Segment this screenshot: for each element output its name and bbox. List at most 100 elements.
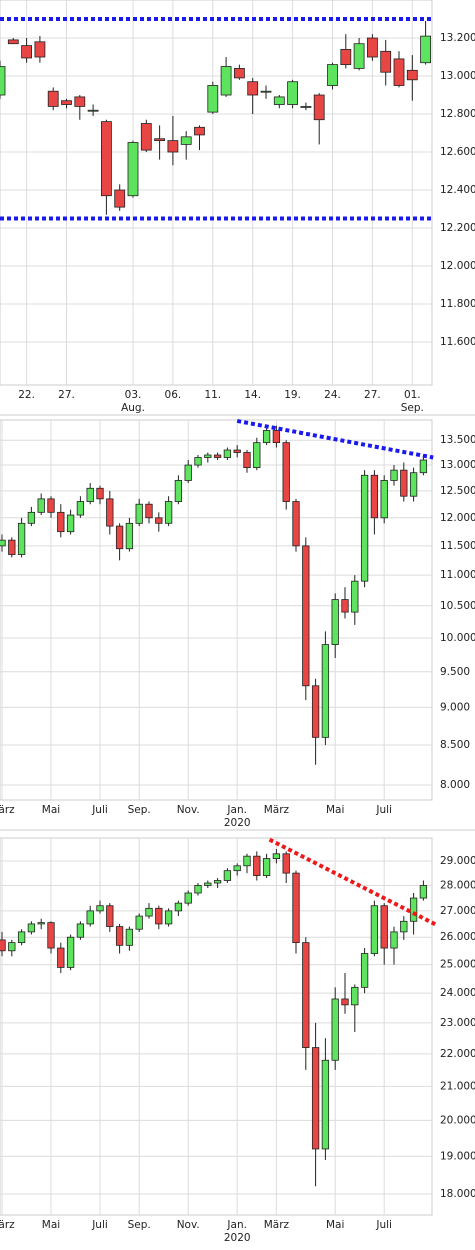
y-tick-label: 11.500 xyxy=(440,540,475,552)
candle-body xyxy=(247,81,259,96)
y-tick-label: 22.000 xyxy=(440,1048,475,1060)
candle-body xyxy=(233,449,241,453)
x-tick-label: 11. xyxy=(204,389,221,401)
candle-body xyxy=(351,580,359,613)
candle-body xyxy=(34,41,46,58)
candle-body xyxy=(76,501,85,516)
candle-body xyxy=(273,96,285,105)
candle-body xyxy=(125,522,134,550)
x-tick-label: Juli xyxy=(375,1219,392,1231)
y-tick-label: 10.500 xyxy=(440,600,475,612)
candle-body xyxy=(243,452,251,468)
candle-body xyxy=(74,96,86,107)
x-tick-label: 27. xyxy=(58,389,75,401)
candle-body xyxy=(331,998,339,1061)
candle-body xyxy=(135,915,143,930)
candle-body xyxy=(155,517,163,524)
candle-body xyxy=(184,892,192,904)
candle-body xyxy=(327,64,338,86)
candle-body xyxy=(204,454,212,458)
trend-line xyxy=(236,418,434,460)
x-tick-label: 03. xyxy=(125,389,142,401)
candle-body xyxy=(287,81,299,105)
candle-body xyxy=(184,464,192,481)
x-tick-label: 14. xyxy=(244,389,261,401)
candle-body xyxy=(253,442,261,468)
y-tick-label: 18.000 xyxy=(440,1188,475,1200)
candle-body xyxy=(204,882,212,886)
candle-body xyxy=(311,1047,320,1150)
candle-body xyxy=(419,459,428,474)
y-tick-label: 13.000 xyxy=(440,70,475,82)
candle-body xyxy=(57,511,65,533)
y-tick-label: 13.200 xyxy=(440,32,475,44)
candle-body xyxy=(17,522,26,555)
candle-body xyxy=(313,94,325,121)
candle-body xyxy=(47,498,55,513)
plot-background xyxy=(0,837,433,1216)
candle-body xyxy=(194,126,205,136)
candle-body xyxy=(302,545,310,687)
x-tick-label: Jan. xyxy=(226,1219,247,1231)
y-tick-label: 29.000 xyxy=(440,855,475,867)
candle-body xyxy=(135,503,143,524)
x-tick-label: März xyxy=(0,804,15,816)
y-tick-label: 28.000 xyxy=(440,879,475,891)
candle-body xyxy=(37,498,45,513)
candle-body xyxy=(300,106,312,108)
candle-body xyxy=(311,685,320,738)
candle-body xyxy=(393,58,405,86)
candle-body xyxy=(321,644,330,738)
candle-body xyxy=(164,910,173,925)
candle-body xyxy=(262,858,271,876)
candle-body xyxy=(260,90,272,93)
y-tick-label: 12.400 xyxy=(440,184,475,196)
candle-body xyxy=(233,865,241,872)
candle-body xyxy=(409,472,418,497)
x-tick-label: 27. xyxy=(364,389,381,401)
x-tick-label: März xyxy=(264,1219,290,1231)
y-tick-label: 24.000 xyxy=(440,987,475,999)
candle-body xyxy=(155,907,163,925)
x-tick-sublabel: Aug. xyxy=(121,402,145,414)
candle-body xyxy=(380,905,388,949)
candle-body xyxy=(282,853,290,874)
candle-body xyxy=(87,109,99,112)
candle-body xyxy=(243,855,251,867)
candle-body xyxy=(272,430,281,444)
candle-body xyxy=(47,922,55,949)
candle-body xyxy=(406,69,418,81)
candle-body xyxy=(207,85,219,113)
x-tick-label: Juli xyxy=(91,804,108,816)
candle-body xyxy=(27,511,36,524)
candle-body xyxy=(140,123,152,151)
candle-body xyxy=(66,936,75,968)
y-tick-label: 12.500 xyxy=(440,485,475,497)
y-tick-label: 13.000 xyxy=(440,459,475,471)
candle-body xyxy=(331,599,339,645)
x-tick-label: März xyxy=(0,1219,15,1231)
y-tick-label: 11.600 xyxy=(440,336,475,348)
x-tick-label: Jan. xyxy=(226,804,247,816)
candle-body xyxy=(27,923,36,933)
candle-body xyxy=(115,926,124,946)
candle-body xyxy=(86,487,94,502)
candle-body xyxy=(86,910,94,925)
candle-body xyxy=(174,902,183,912)
candle-body xyxy=(370,474,379,519)
candle-body xyxy=(61,100,72,105)
x-tick-sublabel: Sep. xyxy=(401,402,424,414)
candle-body xyxy=(351,986,359,1006)
candle-body xyxy=(353,43,365,69)
candle-body xyxy=(154,138,166,142)
candle-body xyxy=(174,480,183,502)
candle-body xyxy=(390,931,398,949)
candle-body xyxy=(47,90,59,107)
x-tick-sublabel: 2020 xyxy=(224,1232,251,1244)
candle-body xyxy=(37,922,45,925)
candle-body xyxy=(302,942,310,1048)
trend-line xyxy=(268,837,439,928)
candle-body xyxy=(114,189,126,208)
candle-body xyxy=(341,599,349,613)
x-tick-label: Sep. xyxy=(128,1219,151,1231)
